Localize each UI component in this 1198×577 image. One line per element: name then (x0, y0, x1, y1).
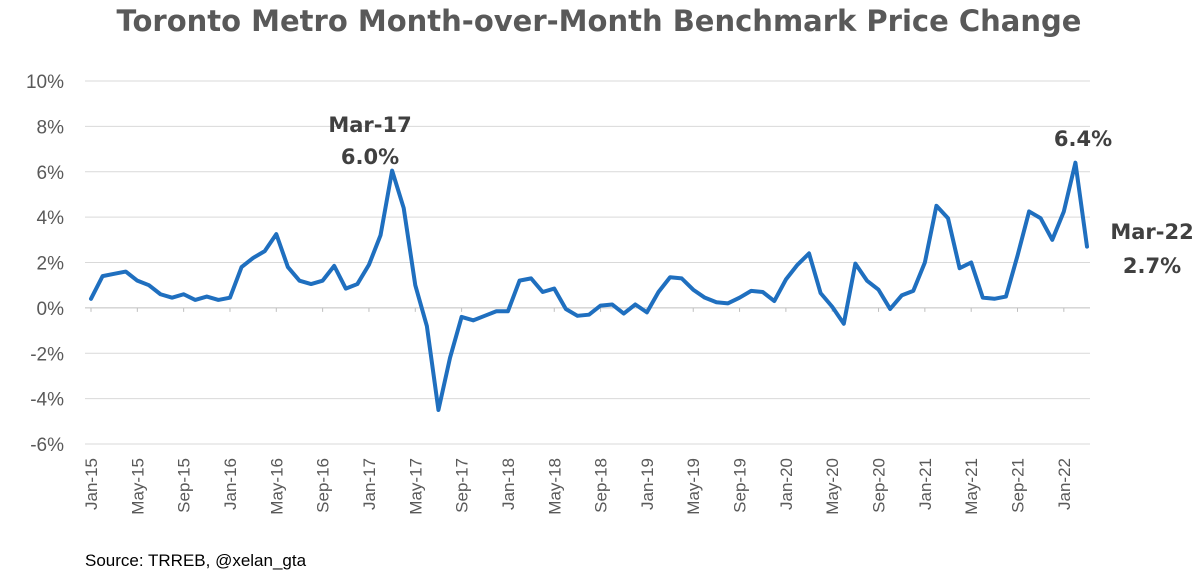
x-tick-label: May-17 (406, 458, 425, 515)
y-tick-label: -4% (30, 390, 64, 411)
x-tick-label: May-21 (962, 458, 981, 515)
y-tick-label: 2% (37, 254, 65, 275)
annotation-latest-date: Mar-22 (1110, 220, 1193, 244)
x-tick-label: Sep-20 (870, 458, 889, 513)
annotation-latest-value: 2.7% (1123, 254, 1181, 278)
x-tick-label: May-20 (823, 458, 842, 515)
y-tick-label: 10% (26, 72, 64, 93)
annotation-peak-2022-value: 6.4% (1054, 127, 1112, 151)
y-tick-label: 8% (37, 117, 65, 138)
x-tick-label: Jan-16 (221, 458, 240, 510)
x-tick-label: Jan-15 (82, 458, 101, 510)
x-tick-label: May-15 (128, 458, 147, 515)
y-tick-label: 4% (37, 208, 65, 229)
x-tick-label: May-18 (545, 458, 564, 515)
x-tick-label: Sep-16 (314, 458, 333, 513)
x-tick-label: Jan-19 (638, 458, 657, 510)
source-note: Source: TRREB, @xelan_gta (85, 551, 307, 570)
y-tick-label: -2% (30, 344, 64, 365)
x-axis-ticks: Jan-15 May-15 Sep-15 Jan-16 May-16 Sep-16 Jan-… (82, 307, 1074, 515)
x-tick-label: Jan-18 (499, 458, 518, 510)
y-axis-ticks: -6% -4% -2% 0% 2% 4% 6% 8% 10% (26, 72, 64, 456)
x-tick-label: Jan-17 (360, 458, 379, 510)
x-tick-label: May-19 (684, 458, 703, 515)
annotation-peak-2017-value: 6.0% (341, 145, 399, 169)
y-tick-label: 6% (37, 163, 65, 184)
annotation-peak-2017-date: Mar-17 (328, 113, 411, 137)
x-tick-label: Sep-19 (731, 458, 750, 513)
y-tick-label: 0% (37, 299, 65, 320)
x-tick-label: Jan-20 (777, 458, 796, 510)
x-tick-label: Sep-18 (592, 458, 611, 513)
x-tick-label: Jan-21 (916, 458, 935, 510)
series-line (89, 160, 1089, 412)
x-tick-label: Sep-15 (175, 458, 194, 513)
x-tick-label: May-16 (267, 458, 286, 515)
gridlines (85, 80, 1090, 445)
x-tick-label: Jan-22 (1055, 458, 1074, 510)
x-tick-label: Sep-17 (453, 458, 472, 513)
x-tick-label: Sep-21 (1009, 458, 1028, 513)
y-tick-label: -6% (30, 435, 64, 456)
chart-title: Toronto Metro Month-over-Month Benchmark… (117, 4, 1082, 38)
annotations: Mar-17 6.0% 6.4% Mar-22 2.7% (328, 113, 1193, 278)
